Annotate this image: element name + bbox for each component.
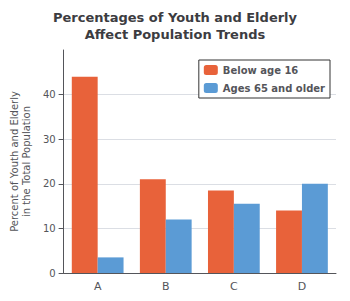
svg-text:Below age 16: Below age 16: [223, 65, 299, 76]
svg-text:C: C: [230, 280, 238, 293]
svg-text:Percent of Youth and Elderly: Percent of Youth and Elderly: [9, 91, 20, 232]
svg-text:40: 40: [43, 89, 56, 100]
svg-text:Affect Population Trends: Affect Population Trends: [85, 27, 266, 42]
svg-text:20: 20: [43, 178, 56, 189]
svg-text:Percentages of Youth and Elder: Percentages of Youth and Elderly: [53, 10, 298, 25]
svg-text:B: B: [162, 280, 170, 293]
svg-text:Ages 65 and older: Ages 65 and older: [223, 83, 325, 94]
svg-text:0: 0: [49, 268, 55, 279]
svg-text:10: 10: [43, 223, 56, 234]
svg-text:D: D: [298, 280, 306, 293]
svg-text:30: 30: [43, 134, 56, 145]
svg-text:in the Total Population: in the Total Population: [21, 106, 32, 217]
svg-text:A: A: [94, 280, 102, 293]
